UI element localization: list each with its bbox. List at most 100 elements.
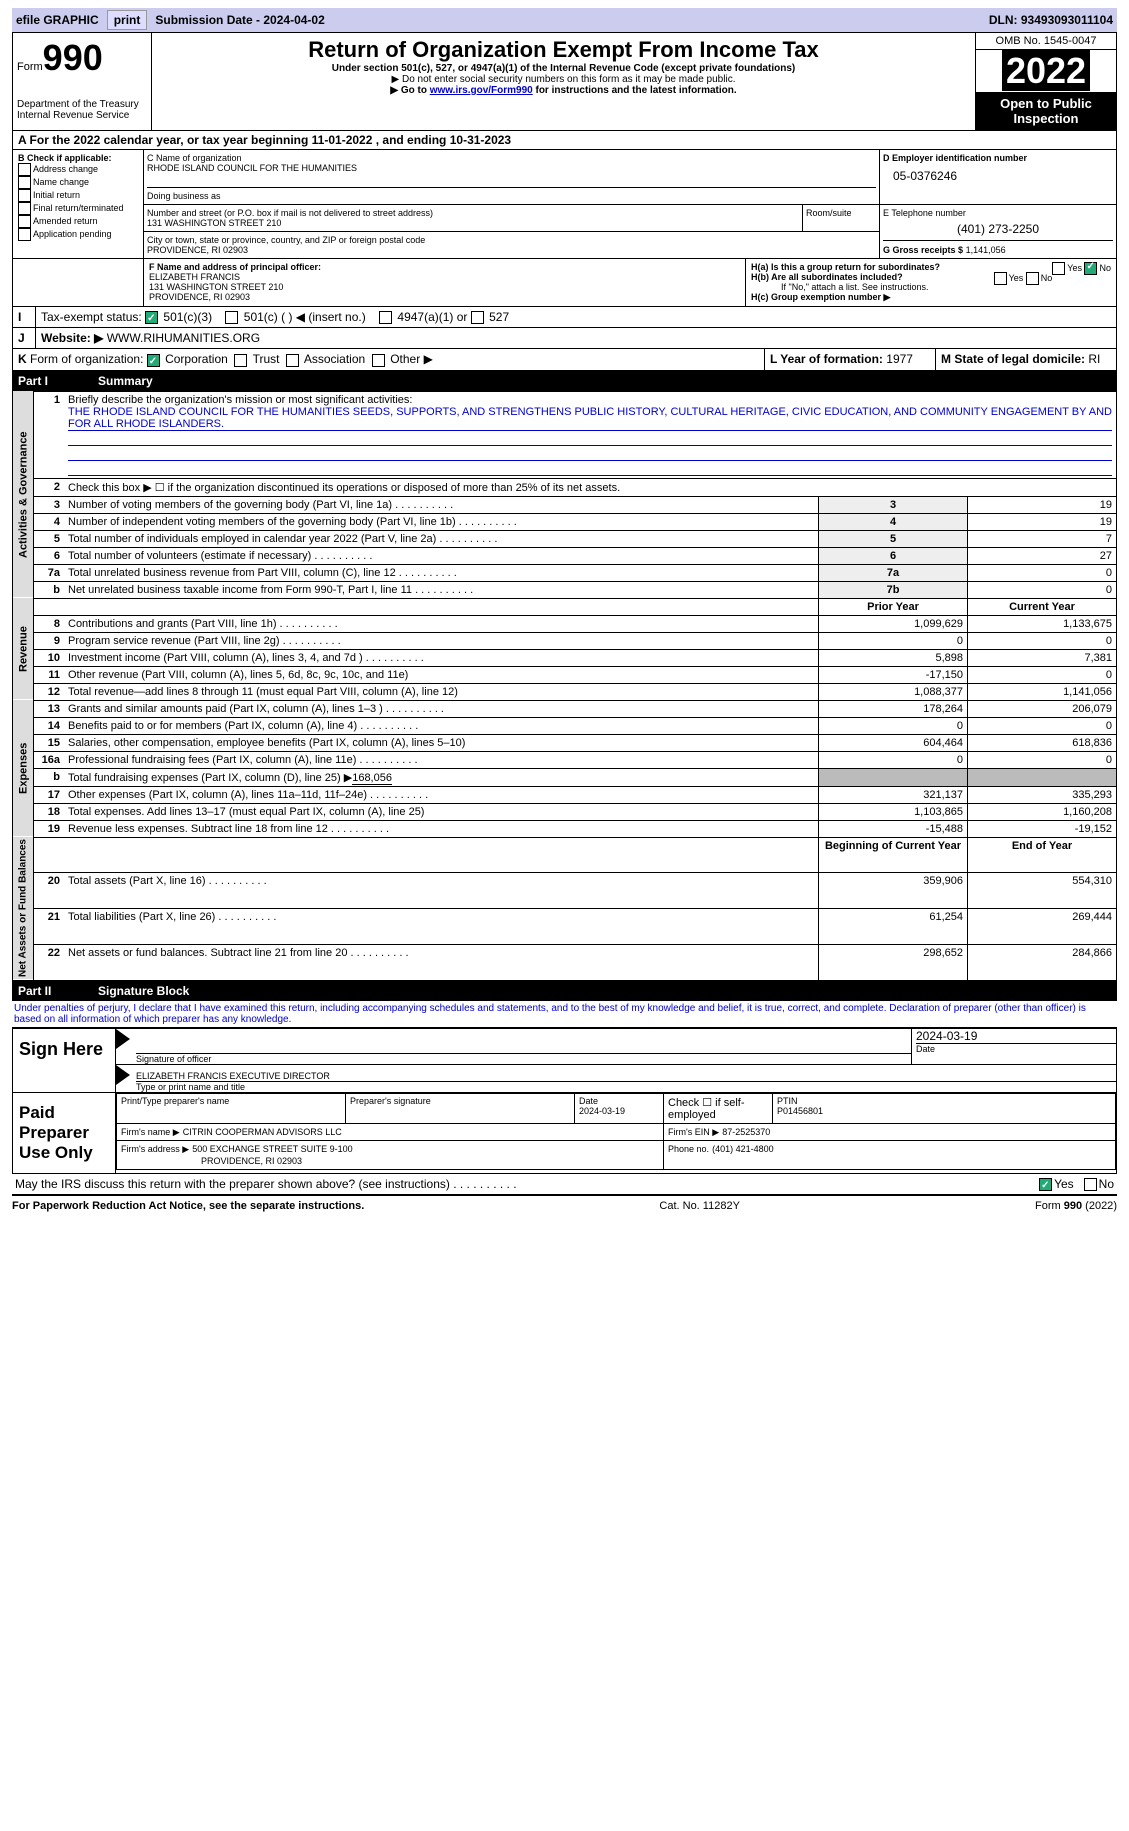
hb-yes[interactable]: [994, 272, 1007, 285]
cy18: 1,160,208: [968, 803, 1117, 820]
discuss-row: May the IRS discuss this return with the…: [12, 1174, 1117, 1196]
te-label: Tax-exempt status:: [41, 310, 142, 324]
l19: Revenue less expenses. Subtract line 18 …: [68, 823, 389, 835]
l10: Investment income (Part VIII, column (A)…: [68, 652, 424, 664]
irs-link[interactable]: www.irs.gov/Form990: [430, 85, 533, 96]
note1: ▶ Do not enter social security numbers o…: [156, 74, 971, 85]
check-assoc[interactable]: [286, 354, 299, 367]
cy16b: [968, 768, 1117, 786]
mission-label: Briefly describe the organization's miss…: [68, 394, 1112, 406]
opt-name: Name change: [33, 177, 89, 187]
opt-amended: Amended return: [33, 216, 98, 226]
firm-addr: 500 EXCHANGE STREET SUITE 9-100: [192, 1144, 352, 1154]
firm-addr-lbl: Firm's address ▶: [121, 1144, 189, 1154]
firm-name: CITRIN COOPERMAN ADVISORS LLC: [183, 1127, 342, 1137]
prep-date-lbl: Date: [579, 1096, 659, 1106]
ha-no[interactable]: [1084, 262, 1097, 275]
check-corp[interactable]: [147, 354, 160, 367]
sig-officer-label: Signature of officer: [136, 1054, 911, 1064]
m-label: M State of legal domicile:: [941, 352, 1085, 366]
check-initial[interactable]: [18, 189, 31, 202]
form-title: Return of Organization Exempt From Incom…: [156, 37, 971, 63]
check-amended[interactable]: [18, 215, 31, 228]
discuss-q: May the IRS discuss this return with the…: [15, 1177, 517, 1191]
hb-no[interactable]: [1026, 272, 1039, 285]
footer: For Paperwork Reduction Act Notice, see …: [12, 1196, 1117, 1216]
sig-officer-line[interactable]: [136, 1029, 911, 1054]
form-label: Form: [17, 61, 43, 73]
phone-lbl: Phone no.: [668, 1144, 709, 1154]
v5: 7: [968, 530, 1117, 547]
opt-assoc: Association: [304, 352, 365, 366]
prep-sig-lbl: Preparer's signature: [350, 1096, 570, 1106]
l1-num: 1: [34, 391, 65, 478]
sig-date-label: Date: [916, 1043, 1116, 1054]
hb-label: H(b) Are all subordinates included?: [751, 272, 903, 282]
m-val: RI: [1088, 352, 1100, 366]
note2-post: for instructions and the latest informat…: [533, 85, 737, 96]
check-501c[interactable]: [225, 311, 238, 324]
l13: Grants and similar amounts paid (Part IX…: [68, 703, 444, 715]
ha-yes[interactable]: [1052, 262, 1065, 275]
hb-no-lbl: No: [1041, 273, 1053, 283]
revenue-label: Revenue: [13, 598, 34, 700]
phone: (401) 273-2250: [883, 218, 1113, 240]
info-block: B Check if applicable: Address change Na…: [12, 150, 1117, 259]
netassets-label: Net Assets or Fund Balances: [13, 837, 34, 980]
l12: Total revenue—add lines 8 through 11 (mu…: [68, 686, 458, 698]
opt-other: Other ▶: [390, 352, 433, 366]
te-4947: 4947(a)(1) or: [397, 310, 467, 324]
check-other[interactable]: [372, 354, 385, 367]
part2-header: Part II Signature Block: [12, 981, 1117, 1001]
discuss-yes[interactable]: [1039, 1178, 1052, 1191]
blank-line1: [68, 431, 1112, 446]
hb-yes-lbl: Yes: [1009, 273, 1024, 283]
arrow-icon2: [116, 1065, 130, 1085]
check-final[interactable]: [18, 202, 31, 215]
l-label: L Year of formation:: [770, 352, 883, 366]
discuss-no-lbl: No: [1099, 1177, 1114, 1191]
py16b: [819, 768, 968, 786]
check-address[interactable]: [18, 163, 31, 176]
ptin-lbl: PTIN: [777, 1096, 1111, 1106]
cy22: 284,866: [968, 944, 1117, 980]
l15: Salaries, other compensation, employee b…: [68, 737, 465, 749]
tax-exempt-row: I Tax-exempt status: 501(c)(3) 501(c) ( …: [12, 307, 1117, 328]
ein: 05-0376246: [883, 163, 1113, 189]
py11: -17,150: [819, 666, 968, 683]
check-501c3[interactable]: [145, 311, 158, 324]
firm-city: PROVIDENCE, RI 02903: [121, 1156, 302, 1166]
footer-right: Form 990 (2022): [1035, 1200, 1117, 1212]
opt-initial: Initial return: [33, 190, 80, 200]
l6: Total number of volunteers (estimate if …: [68, 550, 372, 562]
opt-final: Final return/terminated: [33, 203, 124, 213]
check-name[interactable]: [18, 176, 31, 189]
blank-line3: [68, 461, 1112, 476]
website-val: WWW.RIHUMANITIES.ORG: [107, 331, 260, 345]
website-row: J Website: ▶ WWW.RIHUMANITIES.ORG: [12, 328, 1117, 349]
blank-line2: [68, 446, 1112, 461]
firm-ein-lbl: Firm's EIN ▶: [668, 1127, 719, 1137]
check-527[interactable]: [471, 311, 484, 324]
discuss-no[interactable]: [1084, 1178, 1097, 1191]
cy17: 335,293: [968, 786, 1117, 803]
check-pending[interactable]: [18, 228, 31, 241]
te-527: 527: [489, 310, 509, 324]
check-4947[interactable]: [379, 311, 392, 324]
te-501c: 501(c) ( ) ◀ (insert no.): [244, 310, 366, 324]
g-label: G Gross receipts $: [883, 245, 963, 255]
print-button[interactable]: print: [107, 10, 148, 30]
check-trust[interactable]: [234, 354, 247, 367]
part1-header: Part I Summary: [12, 371, 1117, 391]
sig-date: 2024-03-19: [916, 1029, 1116, 1043]
opt-address: Address change: [33, 164, 98, 174]
top-bar: efile GRAPHIC print Submission Date - 20…: [12, 8, 1117, 32]
mission-text: THE RHODE ISLAND COUNCIL FOR THE HUMANIT…: [68, 406, 1112, 431]
officer-name: ELIZABETH FRANCIS: [149, 272, 740, 282]
py13: 178,264: [819, 700, 968, 717]
py19: -15,488: [819, 820, 968, 837]
current-year-head: Current Year: [968, 598, 1117, 615]
dept-label: Department of the Treasury: [17, 99, 147, 110]
l22: Net assets or fund balances. Subtract li…: [68, 947, 409, 959]
l18: Total expenses. Add lines 13–17 (must eq…: [68, 806, 424, 818]
